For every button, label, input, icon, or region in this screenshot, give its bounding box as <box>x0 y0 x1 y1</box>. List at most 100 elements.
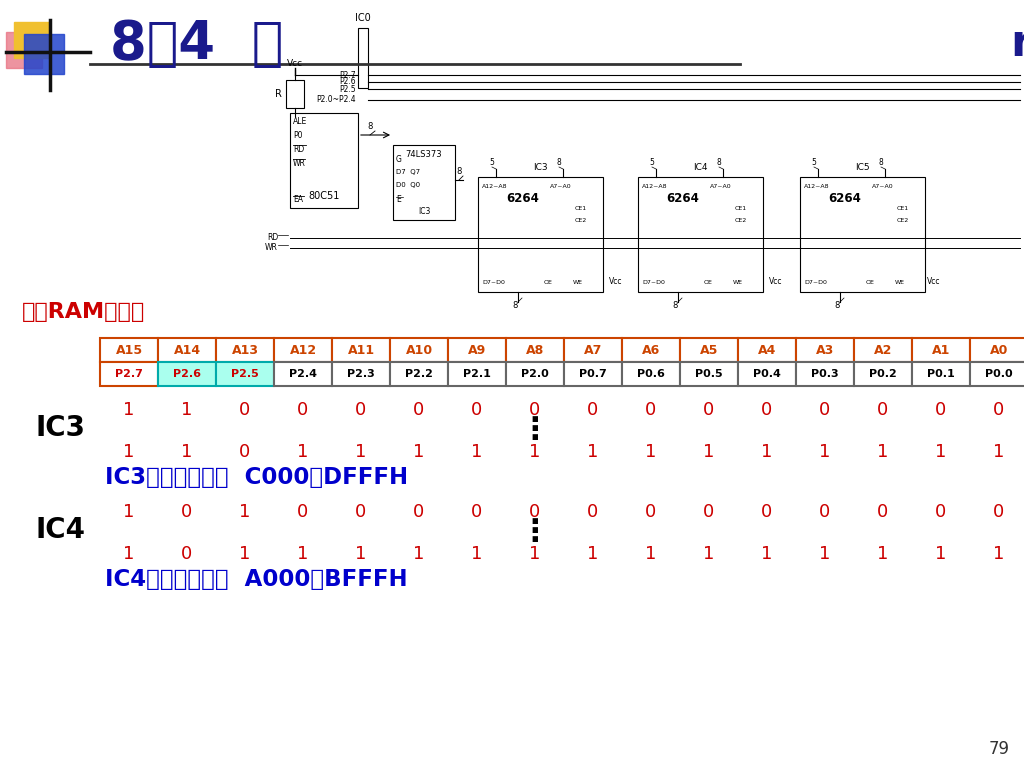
Bar <box>286 80 304 108</box>
Text: 0: 0 <box>645 401 656 419</box>
Bar <box>332 338 390 362</box>
Text: 1: 1 <box>935 545 946 563</box>
Text: G: G <box>396 155 401 164</box>
Text: EA: EA <box>293 196 303 204</box>
Text: IC0: IC0 <box>355 13 371 23</box>
Text: CE2: CE2 <box>575 219 587 223</box>
Text: RD: RD <box>266 233 278 243</box>
Text: A11: A11 <box>347 343 375 356</box>
Text: RD: RD <box>293 144 304 154</box>
Text: 1: 1 <box>529 443 541 461</box>
Text: 1: 1 <box>703 443 715 461</box>
Text: P2.7: P2.7 <box>115 369 143 379</box>
Text: 0: 0 <box>762 503 773 521</box>
Text: A9: A9 <box>468 343 486 356</box>
Bar <box>800 177 925 292</box>
Text: 0: 0 <box>645 503 656 521</box>
Bar <box>738 338 796 362</box>
Bar <box>680 362 738 386</box>
Text: 8: 8 <box>879 158 884 167</box>
Text: 0: 0 <box>240 443 251 461</box>
Text: P2.5: P2.5 <box>339 84 356 94</box>
Bar <box>970 362 1024 386</box>
Text: 8．4  数: 8．4 数 <box>110 18 284 70</box>
Text: P0: P0 <box>293 131 302 140</box>
Text: 1: 1 <box>761 545 773 563</box>
Text: A0: A0 <box>990 343 1009 356</box>
Bar <box>290 113 358 208</box>
Text: 1: 1 <box>529 545 541 563</box>
Text: 1: 1 <box>123 401 135 419</box>
Text: ALE: ALE <box>293 117 307 125</box>
Text: E: E <box>396 196 400 204</box>
Text: A15: A15 <box>116 343 142 356</box>
Text: WR: WR <box>265 243 278 253</box>
Text: 8: 8 <box>835 302 840 310</box>
Text: 1: 1 <box>878 443 889 461</box>
Text: 0: 0 <box>993 503 1005 521</box>
Text: WE: WE <box>895 280 905 284</box>
Text: A2: A2 <box>873 343 892 356</box>
Bar <box>449 338 506 362</box>
Text: 0: 0 <box>935 401 946 419</box>
Text: ⋮: ⋮ <box>520 518 550 547</box>
Text: 1: 1 <box>414 545 425 563</box>
Text: IC5: IC5 <box>855 163 869 172</box>
Text: 0: 0 <box>240 401 251 419</box>
Text: 0: 0 <box>471 503 482 521</box>
Text: A5: A5 <box>699 343 718 356</box>
Text: P0.4: P0.4 <box>753 369 781 379</box>
Bar <box>970 338 1024 362</box>
Bar <box>912 338 970 362</box>
Text: D7~D0: D7~D0 <box>642 280 665 284</box>
Text: 0: 0 <box>414 401 425 419</box>
Bar <box>506 362 564 386</box>
Text: D7  Q7: D7 Q7 <box>396 169 420 175</box>
Bar <box>680 338 738 362</box>
Text: A12~A8: A12~A8 <box>642 184 668 190</box>
Bar <box>478 177 603 292</box>
Text: OE: OE <box>866 280 874 284</box>
Text: 1: 1 <box>123 545 135 563</box>
Text: r: r <box>1010 22 1024 65</box>
Text: 8: 8 <box>368 122 373 131</box>
Text: IC4: IC4 <box>35 516 85 544</box>
Text: 0: 0 <box>935 503 946 521</box>
Text: OE: OE <box>705 280 713 284</box>
Text: A1: A1 <box>932 343 950 356</box>
Text: D0  Q0: D0 Q0 <box>396 182 420 188</box>
Text: Vcc: Vcc <box>769 277 782 286</box>
Text: P2.2: P2.2 <box>406 369 433 379</box>
Text: 1: 1 <box>181 443 193 461</box>
Text: P2.3: P2.3 <box>347 369 375 379</box>
Text: 1: 1 <box>703 545 715 563</box>
Text: P2.1: P2.1 <box>463 369 490 379</box>
Text: 1: 1 <box>414 443 425 461</box>
Text: IC3地址范围为：  C000～DFFFH: IC3地址范围为： C000～DFFFH <box>105 466 409 489</box>
Text: 0: 0 <box>471 401 482 419</box>
Text: 1: 1 <box>355 443 367 461</box>
Text: P2.4: P2.4 <box>289 369 317 379</box>
Text: 5: 5 <box>812 158 816 167</box>
Text: 8: 8 <box>717 158 721 167</box>
Bar <box>216 362 274 386</box>
Text: A12~A8: A12~A8 <box>482 184 508 190</box>
Text: A13: A13 <box>231 343 258 356</box>
Text: P2.7: P2.7 <box>339 71 356 80</box>
Bar <box>564 338 622 362</box>
Bar <box>274 338 332 362</box>
Bar <box>390 362 449 386</box>
Bar <box>158 338 216 362</box>
Text: A14: A14 <box>173 343 201 356</box>
Text: P2.0~P2.4: P2.0~P2.4 <box>316 95 356 104</box>
Bar <box>390 338 449 362</box>
Text: WE: WE <box>573 280 583 284</box>
Text: A6: A6 <box>642 343 660 356</box>
Bar <box>158 362 216 386</box>
Bar <box>506 338 564 362</box>
Bar <box>393 145 455 220</box>
Text: CE2: CE2 <box>897 219 909 223</box>
Text: 1: 1 <box>588 545 599 563</box>
Text: 1: 1 <box>761 443 773 461</box>
Text: OE: OE <box>544 280 553 284</box>
